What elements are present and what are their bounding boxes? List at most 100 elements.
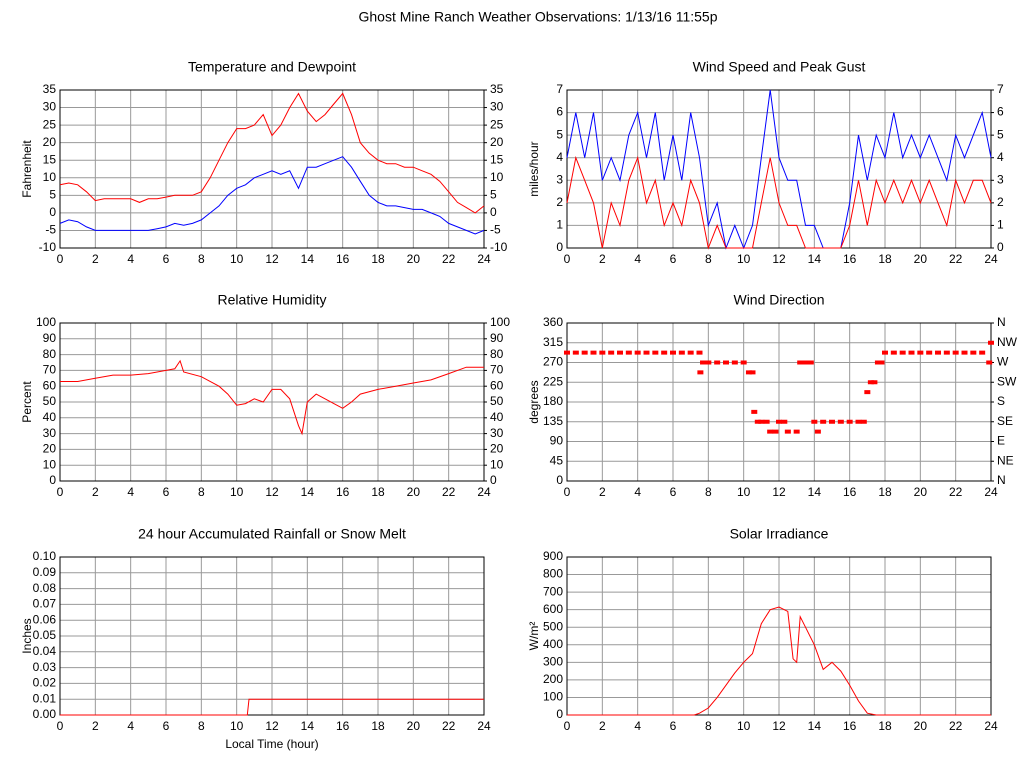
y-tick-label: 0 (49, 473, 56, 487)
x-tick-label: 24 (984, 485, 998, 499)
x-tick-label: 12 (772, 252, 786, 266)
x-tick-label: 4 (127, 485, 134, 499)
x-tick-label: 18 (878, 719, 892, 733)
y-tick-label: 20 (43, 442, 57, 456)
x-tick-label: 18 (371, 485, 385, 499)
data-point (988, 340, 994, 345)
data-point (899, 350, 906, 355)
data-point (745, 370, 752, 375)
x-tick-label: 24 (477, 252, 491, 266)
y-tick-label: 800 (543, 567, 563, 581)
y-tick-label: 80 (43, 347, 57, 361)
data-point (751, 409, 758, 414)
y2-tick-label: 6 (997, 105, 1004, 119)
x-tick-label: 10 (737, 719, 751, 733)
x-tick-label: 6 (670, 485, 677, 499)
x-tick-label: 8 (198, 252, 205, 266)
y2-tick-label: 10 (490, 170, 504, 184)
data-point (807, 360, 814, 365)
y-tick-label: 700 (543, 584, 563, 598)
y-tick-label: 6 (556, 105, 563, 119)
y-axis-label: Fahrenheit (20, 140, 34, 198)
data-point (590, 350, 597, 355)
y-tick-label: 90 (43, 331, 57, 345)
y-tick-label: 0.09 (33, 565, 57, 579)
x-tick-label: 20 (914, 485, 928, 499)
y2-tick-label: 7 (997, 82, 1004, 96)
y-tick-label: 360 (543, 315, 563, 329)
data-point (581, 350, 588, 355)
x-tick-label: 0 (57, 719, 64, 733)
x-tick-label: 22 (949, 252, 963, 266)
y-tick-label: 500 (543, 619, 563, 633)
x-tick-label: 12 (265, 719, 279, 733)
data-point (781, 419, 788, 424)
data-point (860, 419, 867, 424)
data-point (749, 370, 756, 375)
data-point (608, 350, 615, 355)
y-tick-label: 0 (49, 205, 56, 219)
y2-tick-label: 2 (997, 195, 1004, 209)
data-point (837, 419, 844, 424)
x-tick-label: 18 (371, 252, 385, 266)
y-tick-label: 0.07 (33, 597, 57, 611)
y-tick-label: 30 (43, 426, 57, 440)
x-tick-label: 16 (843, 719, 857, 733)
x-tick-label: 2 (92, 719, 99, 733)
data-point (731, 360, 738, 365)
y-tick-label: -5 (45, 223, 56, 237)
y-tick-label: 25 (43, 117, 57, 131)
data-point (935, 350, 941, 355)
y2-tick-label: SW (997, 374, 1017, 388)
x-tick-label: 0 (564, 485, 571, 499)
plot-frame (566, 322, 992, 482)
x-tick-label: 8 (198, 719, 205, 733)
data-point (814, 429, 821, 434)
data-line (566, 89, 992, 250)
x-tick-label: 20 (914, 719, 928, 733)
data-point (754, 419, 761, 424)
y2-tick-label: 20 (490, 135, 504, 149)
x-tick-label: 20 (407, 719, 421, 733)
data-point (943, 350, 950, 355)
x-tick-label: 8 (705, 719, 712, 733)
x-tick-label: 2 (599, 252, 606, 266)
data-point (634, 350, 641, 355)
data-point (871, 380, 878, 385)
data-point (986, 360, 993, 365)
y-tick-label: 7 (556, 82, 563, 96)
data-line (60, 698, 484, 716)
data-point (617, 350, 623, 355)
data-point (740, 360, 747, 365)
x-tick-label: 6 (670, 252, 677, 266)
y-tick-label: 180 (543, 394, 563, 408)
x-tick-label: 24 (477, 719, 491, 733)
y-tick-label: 135 (543, 414, 563, 428)
y-tick-label: 10 (43, 170, 57, 184)
x-tick-label: 18 (878, 485, 892, 499)
data-point (705, 360, 712, 365)
y2-tick-label: NW (997, 335, 1018, 349)
data-point (797, 360, 804, 365)
chart-title: Solar Irradiance (730, 526, 829, 542)
x-tick-label: 22 (442, 485, 456, 499)
data-point (864, 390, 871, 395)
y-tick-label: 40 (43, 410, 57, 424)
data-point (882, 350, 888, 355)
y-axis-label: degrees (527, 380, 541, 423)
data-point (625, 350, 632, 355)
chart-title: 24 hour Accumulated Rainfall or Snow Mel… (138, 526, 406, 542)
x-tick-label: 4 (127, 252, 134, 266)
y2-tick-label: -10 (490, 240, 508, 254)
data-point (820, 419, 827, 424)
y2-tick-label: 80 (490, 347, 504, 361)
x-tick-label: 6 (163, 252, 170, 266)
data-point (661, 350, 668, 355)
x-tick-label: 16 (336, 252, 350, 266)
y2-tick-label: 100 (490, 315, 510, 329)
data-point (811, 419, 818, 424)
y2-tick-label: 0 (490, 473, 497, 487)
y2-tick-label: SE (997, 414, 1013, 428)
data-point (714, 360, 721, 365)
y2-tick-label: E (997, 434, 1005, 448)
